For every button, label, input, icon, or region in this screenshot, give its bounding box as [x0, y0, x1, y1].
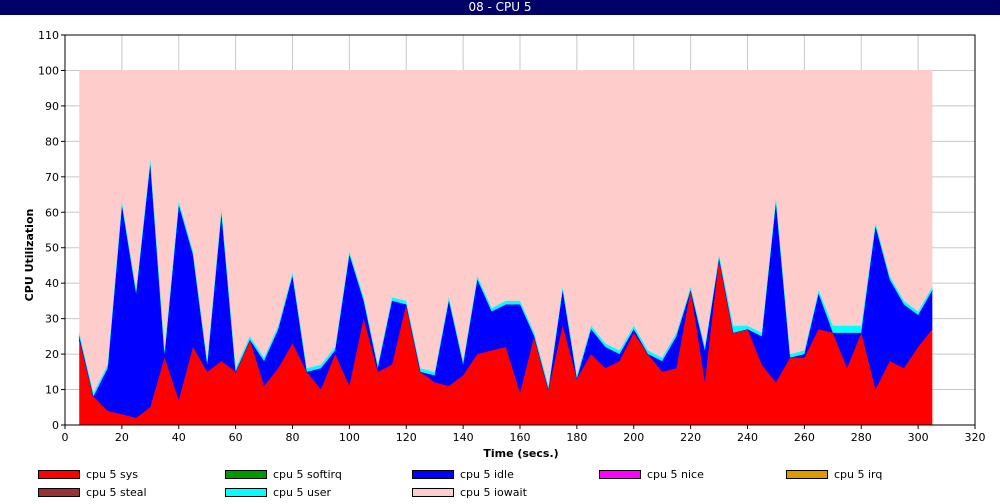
y-tick-label: 10 [45, 384, 59, 397]
legend-item: cpu 5 iowait [412, 485, 527, 499]
y-tick-label: 90 [45, 100, 59, 113]
y-tick-label: 80 [45, 135, 59, 148]
y-tick-label: 60 [45, 206, 59, 219]
y-tick-label: 30 [45, 313, 59, 326]
legend-item: cpu 5 steal [38, 485, 147, 499]
x-tick-label: 80 [286, 431, 300, 444]
legend-label: cpu 5 steal [86, 485, 147, 499]
chart-legend: cpu 5 sys cpu 5 softirq cpu 5 idle cpu 5 ni… [0, 465, 1000, 504]
legend-item: cpu 5 idle [412, 467, 514, 481]
y-tick-label: 20 [45, 348, 59, 361]
legend-swatch [38, 469, 80, 479]
legend-item: cpu 5 softirq [225, 467, 342, 481]
legend-item: cpu 5 nice [599, 467, 704, 481]
legend-swatch [225, 469, 267, 479]
x-tick-label: 120 [396, 431, 417, 444]
stacked-areas [78, 69, 933, 425]
legend-item: cpu 5 irq [786, 467, 882, 481]
x-tick-label: 160 [510, 431, 531, 444]
y-axis-label: CPU Utilization [23, 209, 36, 302]
legend-swatch [225, 487, 267, 497]
legend-label: cpu 5 softirq [273, 467, 342, 481]
y-tick-label: 70 [45, 171, 59, 184]
legend-label: cpu 5 nice [647, 467, 704, 481]
legend-swatch [786, 469, 828, 479]
legend-label: cpu 5 user [273, 485, 331, 499]
axes: 0 20 40 60 80 100 120 140 160 180 200 220 240 260 280 3… [38, 29, 986, 444]
x-tick-label: 320 [965, 431, 986, 444]
y-tick-label: 40 [45, 277, 59, 290]
legend-label: cpu 5 irq [834, 467, 883, 481]
legend-label: cpu 5 idle [460, 467, 514, 481]
x-tick-label: 20 [115, 431, 129, 444]
legend-swatch [599, 469, 641, 479]
x-axis-label: Time (secs.) [483, 447, 558, 460]
x-tick-label: 200 [623, 431, 644, 444]
y-tick-label: 100 [38, 64, 59, 77]
x-tick-label: 0 [62, 431, 69, 444]
cpu-utilization-chart: 0 20 40 60 80 100 120 140 160 180 200 220 240 260 280 3… [23, 29, 986, 460]
x-tick-label: 40 [172, 431, 186, 444]
x-tick-label: 260 [794, 431, 815, 444]
legend-label: cpu 5 iowait [460, 485, 527, 499]
y-tick-label: 110 [38, 29, 59, 42]
x-tick-label: 60 [229, 431, 243, 444]
legend-swatch [412, 469, 454, 479]
x-tick-label: 180 [566, 431, 587, 444]
legend-label: cpu 5 sys [86, 467, 138, 481]
window-title: 08 - CPU 5 [0, 0, 1000, 15]
series-area-cpu-5-sys [79, 258, 933, 425]
x-tick-label: 240 [737, 431, 758, 444]
series-area-cpu-5-iowait [79, 70, 933, 394]
y-tick-label: 0 [52, 419, 59, 432]
y-tick-label: 50 [45, 242, 59, 255]
x-tick-label: 100 [339, 431, 360, 444]
x-tick-label: 220 [680, 431, 701, 444]
x-tick-label: 280 [851, 431, 872, 444]
legend-item: cpu 5 sys [38, 467, 138, 481]
x-tick-label: 300 [908, 431, 929, 444]
legend-item: cpu 5 user [225, 485, 331, 499]
x-tick-label: 140 [453, 431, 474, 444]
legend-swatch [38, 487, 80, 497]
legend-swatch [412, 487, 454, 497]
